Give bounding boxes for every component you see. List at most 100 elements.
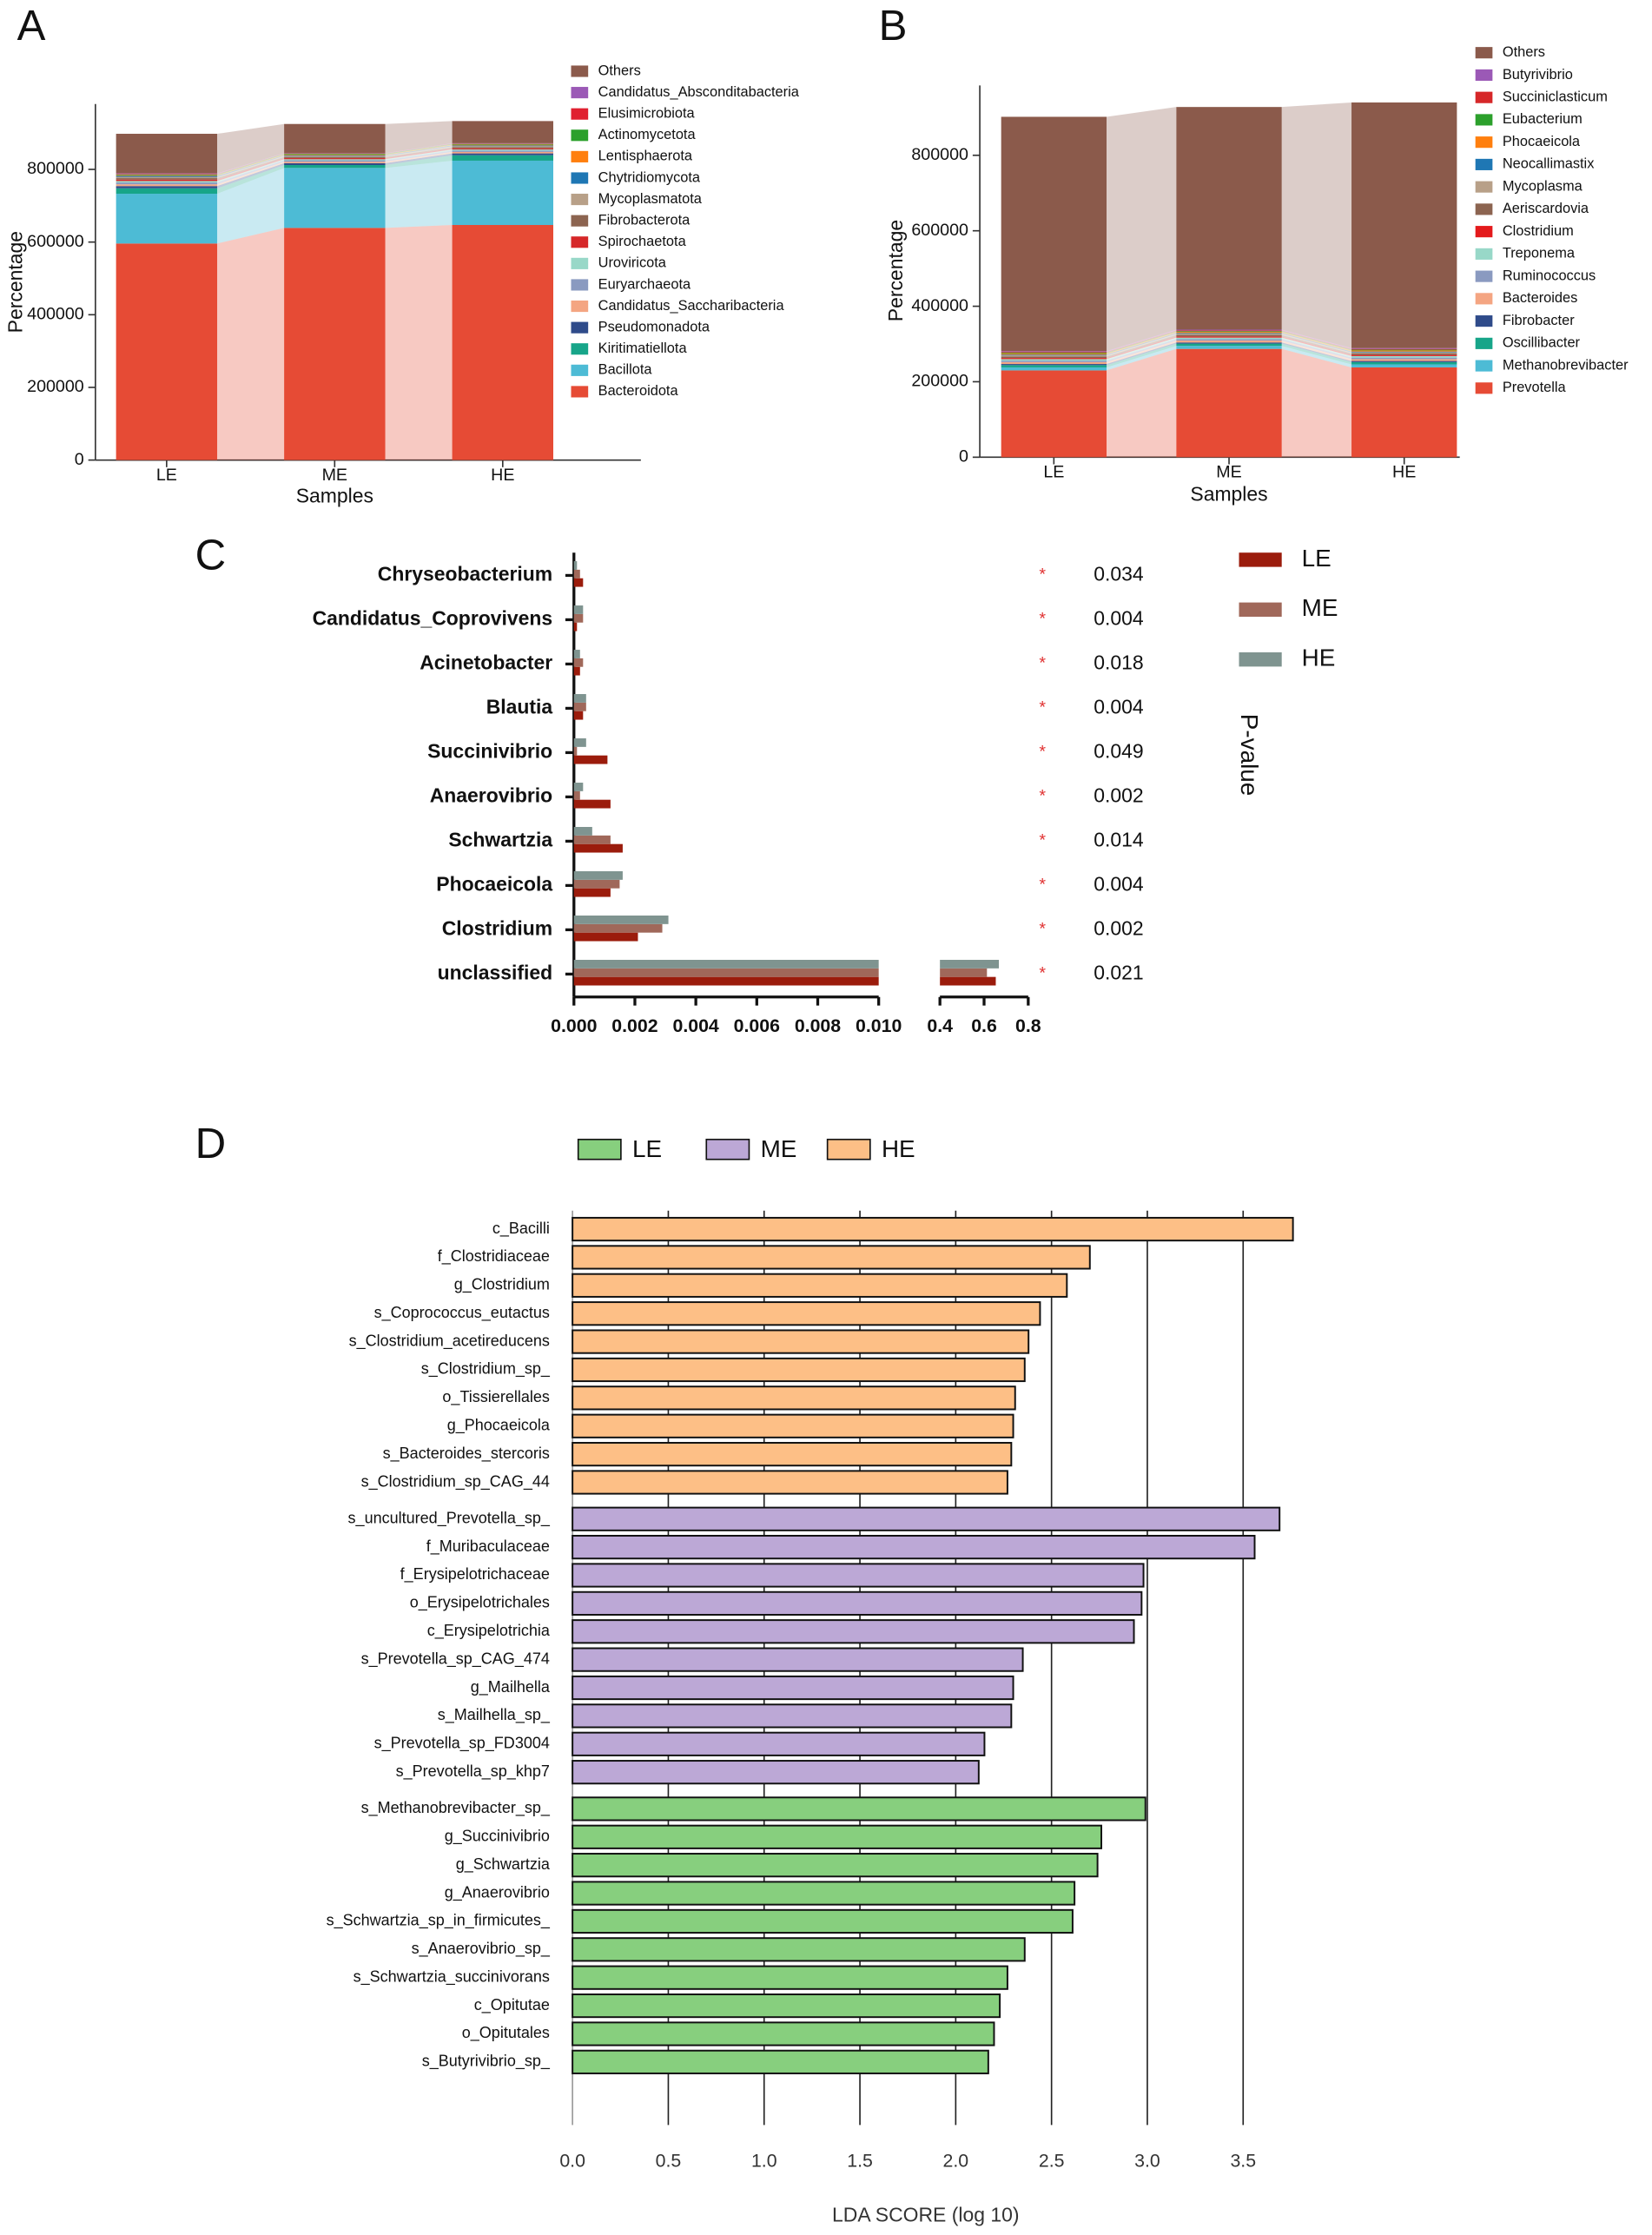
x-tick-label: HE (491, 466, 514, 485)
bar-segment (284, 155, 386, 156)
y-tick-label: Acinetobacter (420, 651, 552, 673)
flow-band (217, 158, 285, 182)
bar-segment (1001, 352, 1107, 354)
bar-segment (284, 228, 386, 460)
stacked-bar-chart: A 0 200000 400000 600000 800000 LE ME HE Percenta… (4, 2, 800, 507)
bar (573, 968, 879, 977)
flow-band (1107, 334, 1177, 357)
bar-segment (1351, 350, 1457, 352)
legend-swatch (1475, 47, 1493, 59)
bar-segment (1351, 347, 1457, 349)
bar (572, 1675, 1014, 1701)
bar (573, 622, 578, 631)
bar (572, 1796, 1146, 1822)
bar (572, 1506, 1281, 1531)
bar-label: s_Prevotella_sp_khp7 (396, 1762, 550, 1781)
bar (572, 1937, 1026, 1962)
bar-segment (452, 145, 554, 147)
bar-label: s_Mailhella_sp_ (438, 1706, 551, 1724)
x-tick-label: LE (1043, 463, 1064, 482)
bar-segment (452, 150, 554, 152)
bar-segment (1001, 364, 1107, 366)
legend-label: Clostridium (1503, 223, 1574, 239)
flow-band (217, 153, 285, 175)
flow-band (1281, 334, 1352, 354)
bar-segment (1351, 360, 1457, 362)
legend-swatch (571, 321, 589, 334)
bar-segment (1001, 360, 1107, 362)
x-tick-label: ME (1216, 463, 1241, 482)
x-tick-label: 0.4 (927, 1015, 953, 1036)
x-tick-label: ME (322, 466, 347, 485)
flow-band (1281, 330, 1352, 350)
flow-band (385, 144, 453, 155)
bar-segment (1176, 339, 1282, 341)
bar (572, 1245, 1091, 1270)
bar-segment (284, 168, 386, 228)
flow-band (217, 123, 285, 174)
bar-segment (1351, 364, 1457, 367)
significance-mark: * (1039, 565, 1046, 585)
bar-break-part (940, 976, 996, 986)
bar (573, 932, 638, 942)
legend-swatch (571, 194, 589, 206)
bar-label: g_Mailhella (471, 1678, 551, 1696)
flow-band (1281, 329, 1352, 349)
bar-label: s_Bacteroides_stercoris (383, 1445, 550, 1463)
bar (572, 1731, 986, 1756)
bar-label: o_Tissierellales (442, 1388, 550, 1406)
y-tick-label: 400000 (27, 305, 84, 324)
flow-band (385, 145, 453, 156)
bar-segment (1001, 355, 1107, 357)
bar-label: s_Schwartzia_succinivorans (354, 1967, 550, 1986)
bar-segment (116, 175, 218, 176)
p-value: 0.002 (1094, 916, 1143, 939)
bar (572, 1357, 1026, 1383)
legend-swatch (571, 386, 589, 398)
bar (573, 799, 611, 809)
x-tick-label: 0.000 (551, 1015, 597, 1036)
flow-band (1281, 342, 1352, 362)
bar-segment (284, 154, 386, 155)
legend-label: HE (1302, 645, 1336, 671)
bar-segment (1176, 342, 1282, 344)
legend-swatch (1475, 69, 1493, 81)
bar (572, 1853, 1099, 1878)
x-tick-label: 0.5 (656, 2151, 682, 2172)
bar-segment (284, 158, 386, 160)
x-tick-label: 1.5 (847, 2151, 873, 2172)
flow-band (217, 155, 285, 177)
panel-label: A (17, 2, 46, 50)
legend-label: Succiniclasticum (1503, 89, 1608, 105)
flow-band (1107, 329, 1177, 353)
x-tick-label: 2.5 (1039, 2151, 1065, 2172)
flow-band (217, 168, 285, 244)
flow-band (217, 228, 285, 460)
flow-band (217, 162, 285, 188)
legend-label: ME (1302, 594, 1338, 621)
bar-break-part (940, 968, 988, 977)
legend-swatch (1475, 248, 1493, 260)
x-tick-label: 0.006 (734, 1015, 780, 1036)
legend-swatch (571, 108, 589, 120)
bar-segment (1001, 361, 1107, 365)
bar-segment (1351, 357, 1457, 360)
legend-label: Mycoplasma (1503, 178, 1583, 194)
legend-swatch (1475, 293, 1493, 305)
p-value: 0.034 (1094, 563, 1144, 585)
bar-segment (1001, 370, 1107, 458)
y-tick-label: Candidatus_Coprovivens (313, 607, 553, 630)
bar-segment (116, 134, 218, 174)
x-tick-label: 3.5 (1230, 2151, 1256, 2172)
bar-segment (1001, 359, 1107, 361)
legend-swatch (571, 343, 589, 355)
legend-label: LE (1302, 545, 1332, 572)
significance-mark: * (1039, 610, 1046, 629)
significance-mark: * (1039, 698, 1046, 717)
bar-segment (116, 182, 218, 185)
legend-swatch (571, 150, 589, 162)
y-tick-label: 800000 (911, 145, 968, 164)
flow-band (1281, 102, 1352, 348)
flow-band (1281, 343, 1352, 365)
